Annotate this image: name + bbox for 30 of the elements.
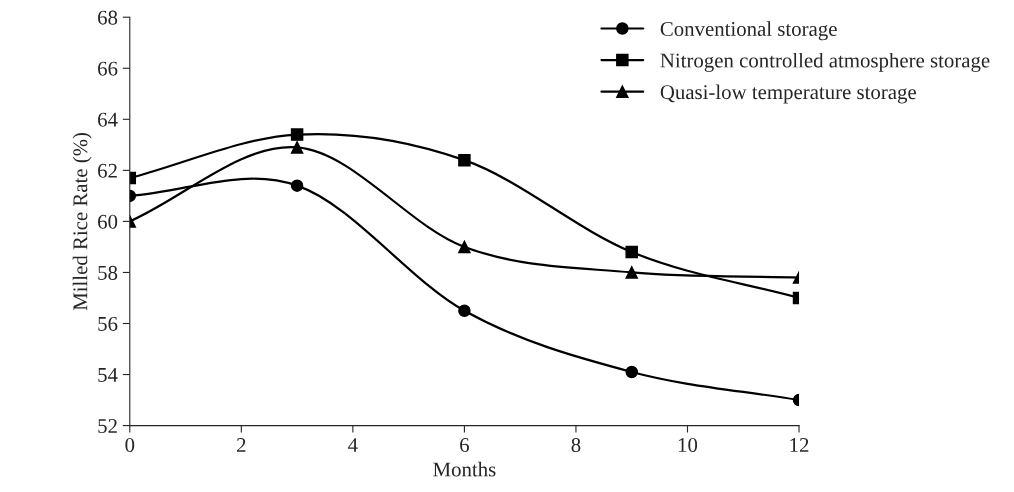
x-tick-label: 4 [348,438,358,452]
x-tick-label: 10 [678,437,698,453]
x-tick-label: 12 [790,438,809,452]
point [625,245,638,259]
x-tick-label: 8 [571,437,581,453]
y-tick-label: 62 [98,163,117,178]
point [458,153,471,167]
point [458,240,471,254]
y-tick-label: 56 [98,316,118,331]
y-tick-label: 54 [98,368,118,382]
y-tick-label: 66 [98,61,118,76]
y-tick-label: 64 [98,112,118,127]
point [290,179,304,192]
y-axis-title: Milled Rice Rate (%) [72,132,92,311]
y-tick-label: 58 [98,265,118,280]
point [625,266,638,279]
y-tick-label: 68 [98,10,118,25]
point [625,365,638,379]
point [290,128,304,141]
point [290,141,304,154]
x-tick-label: 0 [125,437,135,453]
legend-label: Quasi-low temperature storage [660,84,916,104]
x-axis-title: Months [433,461,496,477]
y-tick-label: 52 [98,419,117,434]
legend-label: Nitrogen controlled atmosphere storage [660,52,990,72]
point [458,304,471,317]
x-tick-label: 2 [237,438,246,452]
y-tick-label: 60 [98,214,118,229]
legend-label: Conventional storage [660,21,837,41]
x-tick-label: 6 [460,438,469,453]
